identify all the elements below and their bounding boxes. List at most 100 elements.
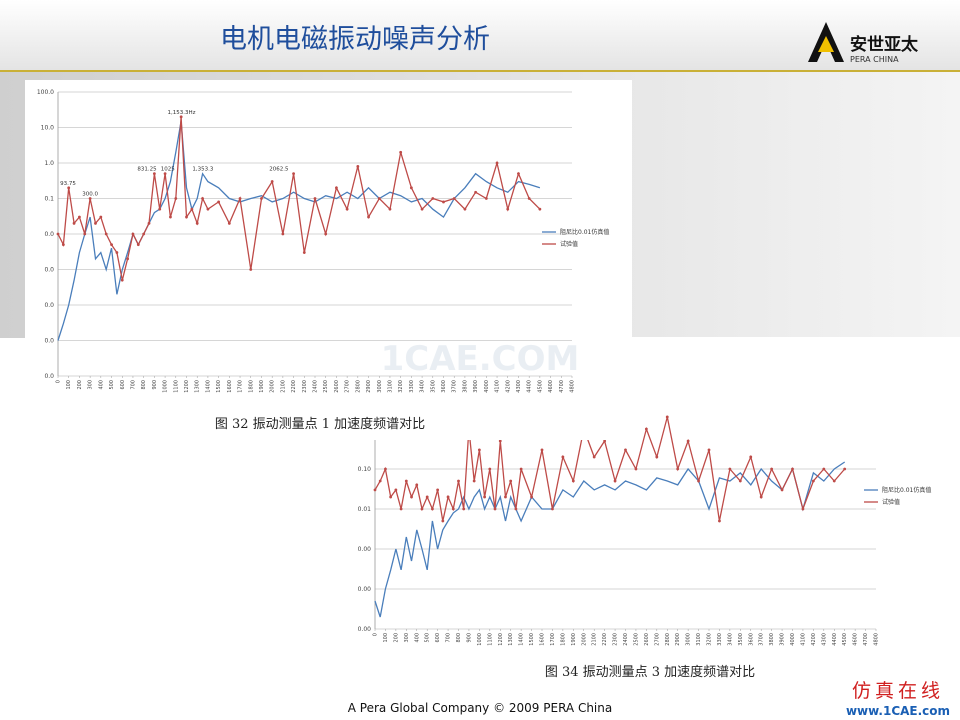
x-tick-label: 1800: [248, 380, 254, 393]
series-point: [441, 519, 445, 523]
series-point: [493, 507, 497, 511]
x-tick-label: 1000: [477, 633, 483, 646]
x-tick-label: 2700: [654, 633, 660, 646]
series-point: [324, 232, 328, 236]
y-tick-label: 100.0: [37, 89, 54, 96]
series-point: [495, 161, 499, 165]
series-point: [110, 243, 113, 247]
x-tick-label: 4500: [842, 633, 848, 646]
series-point: [201, 197, 204, 200]
x-tick-label: 1400: [205, 380, 211, 393]
x-tick-label: 2300: [613, 633, 619, 646]
logo-text: 安世亚太: [850, 34, 919, 55]
x-tick-label: 600: [435, 633, 441, 643]
x-tick-label: 2000: [270, 380, 276, 393]
series-point: [488, 467, 492, 471]
series-point: [249, 268, 253, 271]
x-tick-label: 2100: [280, 380, 286, 393]
series-point: [389, 495, 393, 499]
x-tick-label: 2400: [623, 633, 629, 646]
logo-subtext: PERA CHINA: [850, 55, 899, 64]
series-point: [384, 467, 387, 471]
series-point: [509, 479, 513, 483]
series-point: [94, 221, 97, 225]
x-tick-label: 1300: [508, 633, 514, 646]
x-tick-label: 4700: [863, 633, 869, 646]
series-point: [613, 479, 617, 483]
series-point: [88, 197, 92, 200]
series-point: [174, 197, 178, 200]
x-tick-label: 1500: [216, 380, 222, 393]
series-point: [425, 495, 429, 499]
series-point: [446, 495, 450, 499]
figure-caption: 图 34 振动测量点 3 加速度频谱对比: [545, 664, 755, 680]
series-point: [126, 257, 130, 261]
x-tick-label: 1700: [238, 380, 244, 393]
series-point: [206, 207, 210, 211]
series-point: [190, 207, 194, 211]
x-tick-label: 4700: [559, 380, 565, 393]
y-tick-label: 0.10: [358, 466, 372, 473]
series-point: [99, 215, 103, 219]
x-tick-label: 400: [414, 633, 420, 643]
series-point: [822, 467, 826, 471]
x-tick-label: 1800: [560, 633, 566, 646]
x-tick-label: 2300: [302, 380, 308, 393]
series-line: [57, 116, 541, 281]
series-point: [302, 251, 306, 254]
series-point: [504, 495, 507, 499]
header-band: [0, 0, 960, 70]
x-tick-label: 300: [88, 380, 94, 390]
x-tick-label: 1300: [195, 380, 201, 393]
series-point: [115, 251, 119, 254]
series-point: [484, 197, 488, 200]
series-point: [686, 439, 690, 443]
x-tick-label: 2600: [334, 380, 340, 393]
series-point: [56, 232, 60, 236]
series-point: [801, 507, 805, 511]
series-point: [498, 439, 502, 443]
series-point: [404, 479, 408, 483]
x-tick-label: 4600: [853, 633, 859, 646]
series-line: [374, 416, 846, 522]
series-point: [227, 221, 231, 225]
x-tick-label: 1600: [540, 633, 546, 646]
series-point: [136, 243, 140, 247]
x-tick-label: 4100: [800, 633, 806, 646]
series-point: [399, 507, 403, 511]
x-tick-label: 3600: [748, 633, 754, 646]
y-tick-label: 0.1: [44, 196, 54, 203]
legend-label: 试验值: [560, 240, 578, 248]
x-tick-label: 500: [425, 633, 431, 643]
series-point: [442, 200, 445, 204]
badge-top: 仿真在线: [852, 680, 944, 702]
series-point: [142, 232, 146, 236]
series-point: [335, 186, 338, 190]
y-tick-label: 0.0: [44, 267, 54, 274]
series-point: [592, 455, 596, 459]
series-point: [561, 455, 565, 459]
series-point: [514, 507, 518, 511]
x-tick-label: 200: [393, 633, 399, 643]
series-point: [409, 186, 413, 190]
series-point: [270, 180, 274, 183]
x-tick-label: 800: [141, 380, 147, 390]
series-point: [697, 479, 700, 483]
annotation: 1,153.3Hz: [167, 110, 195, 116]
x-tick-label: 3400: [420, 380, 426, 393]
y-tick-label: 0.00: [358, 626, 372, 633]
x-tick-label: 3800: [462, 380, 468, 393]
x-tick-label: 3000: [686, 633, 692, 646]
series-point: [61, 243, 65, 247]
series-point: [238, 197, 242, 200]
series-point: [676, 467, 680, 471]
annotation: 1,353.3: [192, 167, 213, 173]
x-tick-label: 3900: [473, 380, 479, 393]
series-point: [519, 467, 523, 471]
figure-caption: 图 32 振动测量点 1 加速度频谱对比: [215, 416, 425, 432]
x-tick-label: 2100: [592, 633, 598, 646]
x-tick-label: 1900: [571, 633, 577, 646]
x-tick-label: 2900: [675, 633, 681, 646]
series-point: [120, 278, 124, 282]
x-tick-label: 2600: [644, 633, 650, 646]
